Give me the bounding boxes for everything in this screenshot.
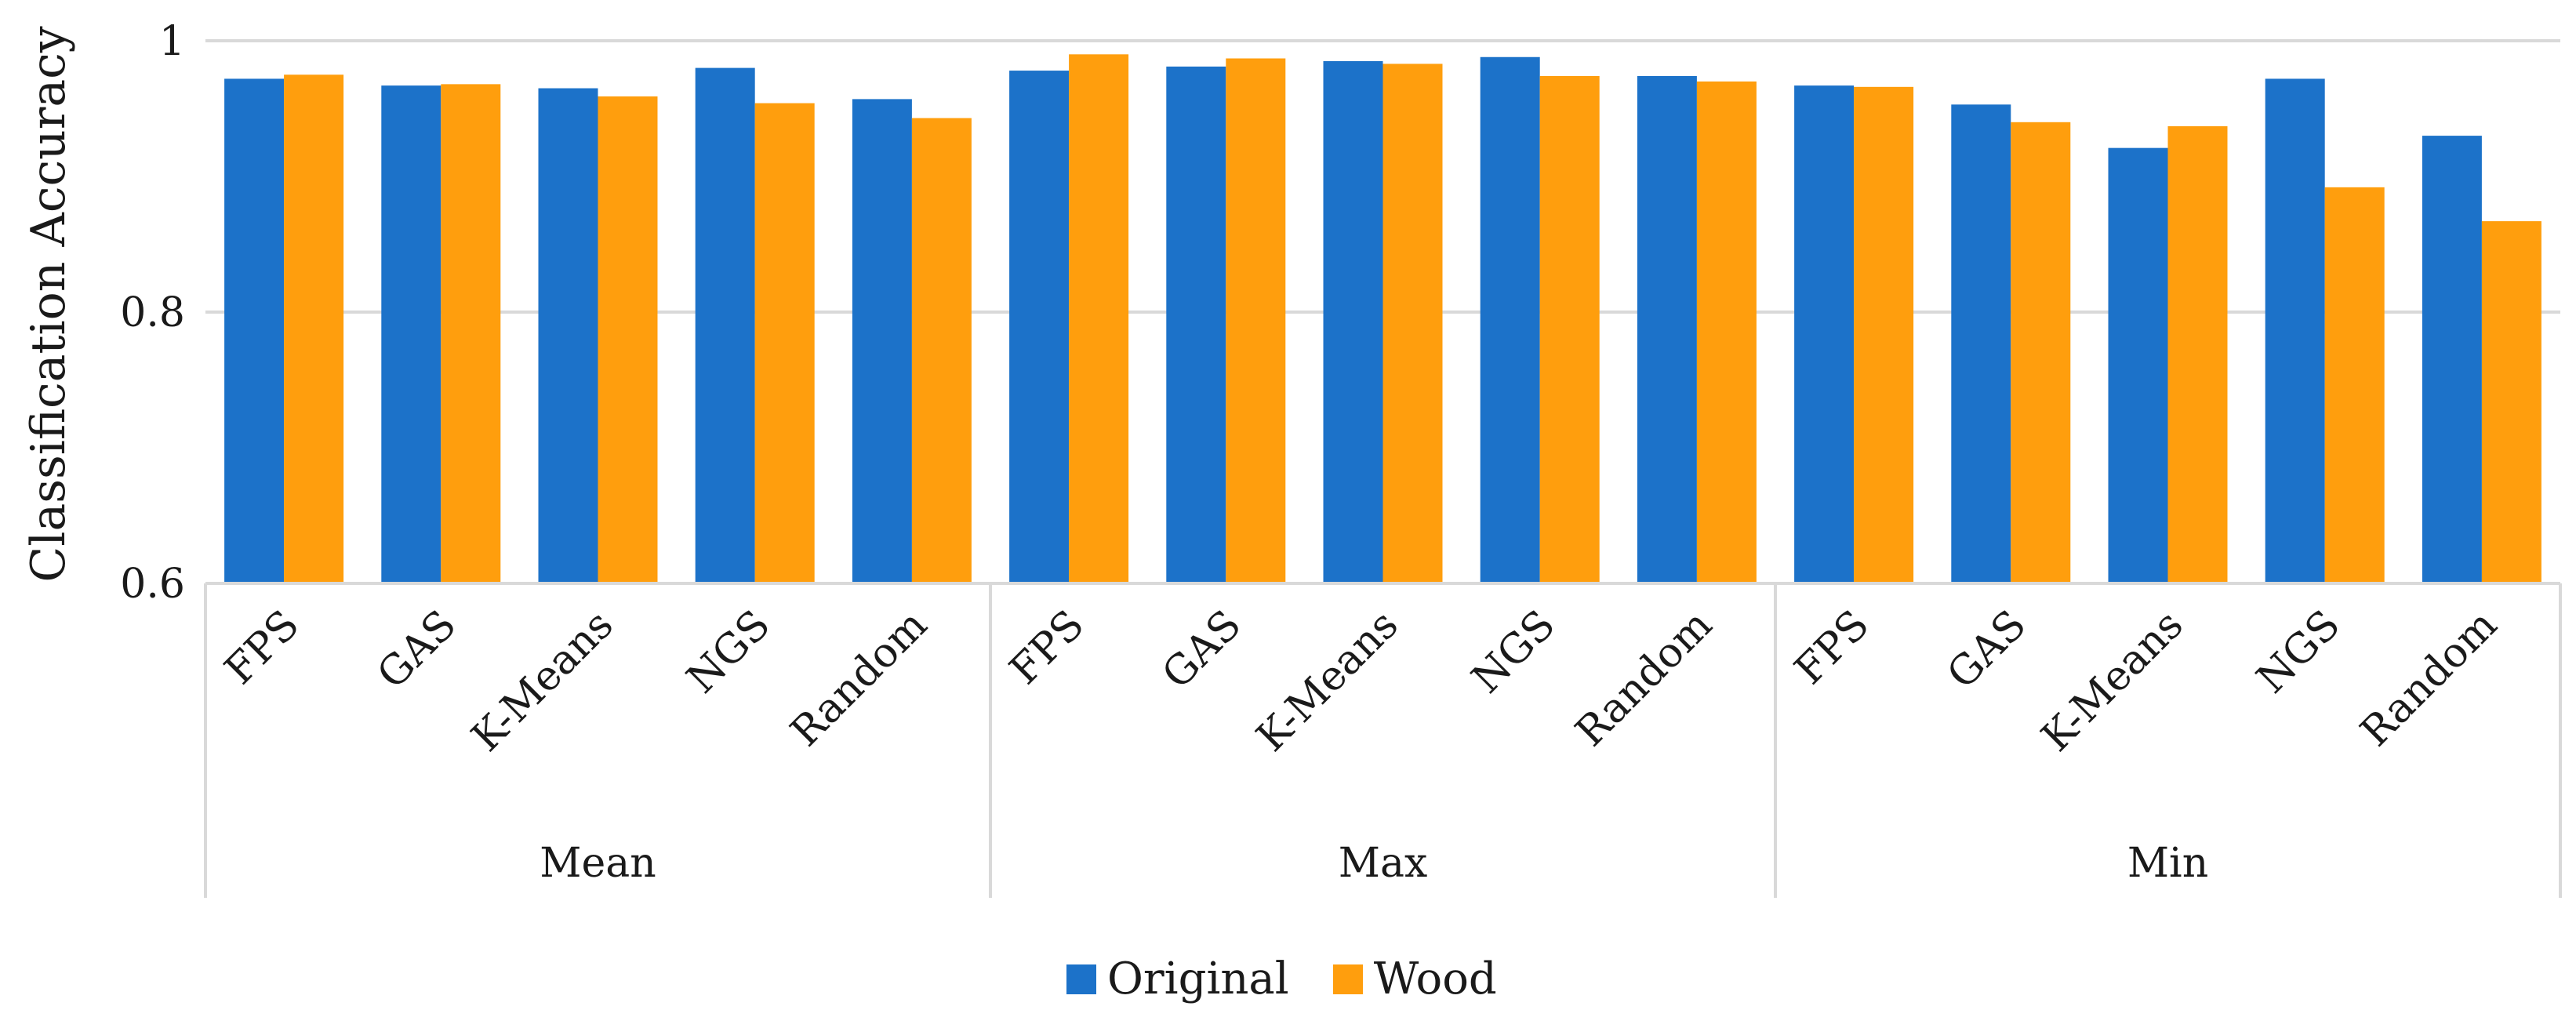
bar-wood-mean-ngs [754,103,815,583]
bar-original-max-random [1637,75,1697,584]
bar-wood-min-gas [2011,122,2071,584]
x-tick-label: K-Means [2033,601,2193,761]
group-label: Min [2127,840,2208,887]
bar-original-min-random [2422,136,2482,584]
bar-original-mean-ngs [695,67,755,584]
x-tick-label: GAS [1154,601,1251,699]
group-label: Max [1339,840,1428,887]
bar-wood-min-fps [1854,86,1914,583]
bar-original-min-ngs [2265,78,2325,583]
bar-wood-mean-fps [284,74,344,583]
bar-original-max-gas [1166,66,1226,584]
x-tick-label: FPS [216,601,308,694]
y-tick-label: 0.8 [120,289,185,336]
x-tick-label: Random [782,601,936,756]
x-tick-label: FPS [1786,601,1878,694]
bar-wood-max-k-means [1382,64,1443,583]
bar-wood-mean-random [911,118,972,584]
bar-wood-min-k-means [2167,125,2228,584]
bar-wood-mean-gas [441,84,501,584]
x-tick-label: K-Means [1248,601,1408,761]
y-tick-label: 0.6 [120,561,185,608]
y-axis-title: Classification Accuracy [21,26,76,582]
legend-item-wood: Wood [1332,954,1497,1004]
bar-original-mean-gas [381,85,441,584]
x-tick-label: NGS [1463,601,1564,703]
bar-wood-max-gas [1226,58,1286,584]
bar-original-mean-k-means [538,88,598,584]
bar-wood-mean-k-means [598,96,658,584]
x-tick-label: GAS [1938,601,2036,699]
bar-original-max-fps [1009,71,1070,583]
x-tick-label: GAS [369,601,466,699]
bar-wood-max-ngs [1539,75,1600,584]
bar-wood-max-fps [1069,54,1129,584]
bar-wood-min-random [2481,221,2541,583]
x-tick-label: NGS [678,601,779,703]
x-tick-label: Random [2352,601,2506,756]
bar-original-mean-fps [224,78,285,583]
x-tick-label: K-Means [463,601,623,761]
bar-original-mean-random [852,99,912,583]
x-tick-label: Random [1567,601,1721,756]
legend-swatch-wood [1332,964,1363,994]
bar-wood-max-random [1696,81,1757,583]
legend-swatch-original [1066,964,1096,994]
bar-original-max-k-means [1323,60,1383,583]
bar-original-min-k-means [2108,147,2168,584]
bar-wood-min-ngs [2324,187,2385,583]
group-label: Mean [540,840,656,887]
bar-original-max-ngs [1480,56,1540,583]
legend-label-wood: Wood [1373,954,1497,1004]
bar-original-min-fps [1794,85,1855,584]
bar-original-min-gas [1951,104,2011,583]
chart-legend: Original Wood [1066,954,1541,1004]
y-tick-label: 1 [159,18,185,65]
x-tick-label: NGS [2248,601,2349,703]
x-tick-label: FPS [1001,601,1093,694]
legend-label-original: Original [1107,954,1289,1004]
legend-item-original: Original [1066,954,1289,1004]
